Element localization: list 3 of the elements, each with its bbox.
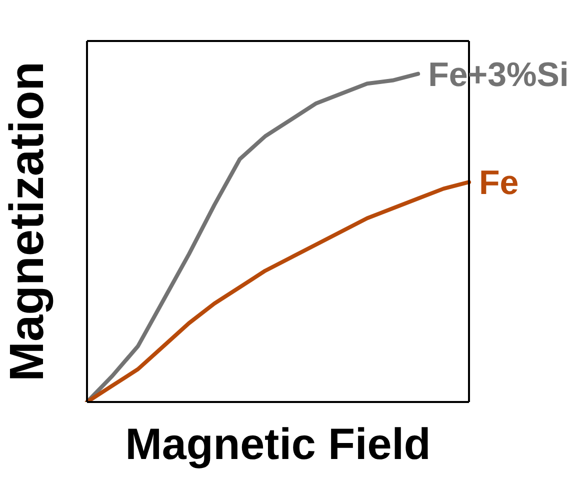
series-label: Fe [479, 164, 519, 202]
y-axis-title: Magnetization [1, 62, 54, 382]
x-axis-title: Magnetic Field [125, 420, 431, 469]
